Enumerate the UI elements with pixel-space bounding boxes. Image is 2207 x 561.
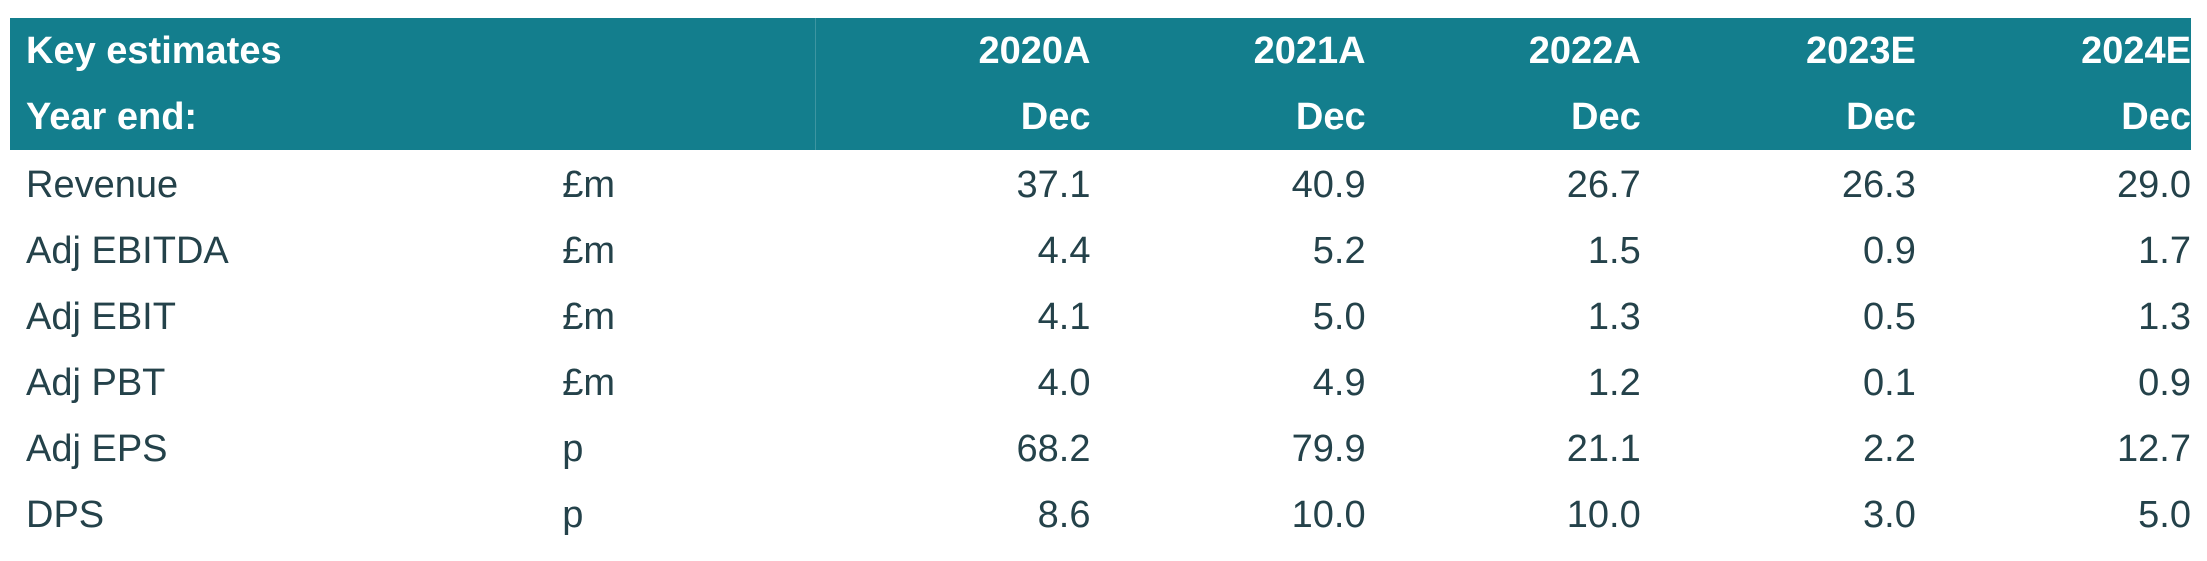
cell-value: 5.0 — [1312, 295, 1366, 338]
cell-value: 4.9 — [1312, 361, 1366, 404]
cell-value: 79.9 — [1291, 427, 1366, 470]
cell-value: 1.2 — [1587, 361, 1641, 404]
cell-value: 2.2 — [1863, 427, 1916, 470]
cell-value: 5.2 — [1312, 229, 1366, 272]
cell-value: 4.0 — [1037, 361, 1091, 404]
row-unit: £m — [562, 229, 616, 272]
cell-value: 40.9 — [1291, 163, 1366, 206]
month-header-2020a: Dec — [814, 84, 1091, 150]
cell-value: 1.7 — [2138, 229, 2191, 272]
cell-value: 0.5 — [1863, 295, 1916, 338]
year-header-2024e: 2024E — [2081, 29, 2191, 72]
cell-value: 0.1 — [1863, 361, 1916, 404]
cell-value: 5.0 — [2138, 493, 2191, 536]
cell-value: 10.0 — [1291, 493, 1366, 536]
year-header-2020a: 2020A — [814, 18, 1091, 84]
cell-value: 4.1 — [1037, 295, 1091, 338]
month-header-2024e: Dec — [2121, 95, 2191, 138]
row-unit: £m — [562, 361, 616, 404]
key-estimates-table: Key estimates 2020A 2021A 2022A 2023E 20… — [10, 18, 2191, 548]
cell-value: 1.5 — [1587, 229, 1641, 272]
year-end-label: Year end: — [26, 95, 198, 138]
cell-value: 8.6 — [1037, 493, 1091, 536]
cell-value: 3.0 — [1863, 493, 1916, 536]
table-row: Adj EBIT £m 4.1 5.0 1.3 0.5 1.3 — [10, 284, 2191, 350]
cell-value: 37.1 — [1016, 163, 1091, 206]
row-unit: p — [562, 427, 584, 470]
table-row: Adj EBITDA £m 4.4 5.2 1.5 0.9 1.7 — [10, 218, 2191, 284]
cell-value: 0.9 — [2138, 361, 2191, 404]
cell-value: 4.4 — [1037, 229, 1091, 272]
row-label: Adj PBT — [26, 361, 166, 404]
row-label: Adj EBIT — [26, 295, 176, 338]
header-row-years: Key estimates 2020A 2021A 2022A 2023E 20… — [10, 18, 2191, 84]
cell-value: 26.3 — [1841, 163, 1916, 206]
cell-value: 26.7 — [1566, 163, 1641, 206]
month-header-2022a: Dec — [1571, 95, 1641, 138]
cell-value: 1.3 — [1587, 295, 1641, 338]
table-row: Revenue £m 37.1 40.9 26.7 26.3 29.0 — [10, 150, 2191, 218]
month-header-2023e: Dec — [1846, 95, 1916, 138]
cell-value: 29.0 — [2117, 163, 2191, 206]
header-row-year-end: Year end: Dec Dec Dec Dec Dec — [10, 84, 2191, 150]
year-header-2023e: 2023E — [1805, 29, 1916, 72]
cell-value: 1.3 — [2138, 295, 2191, 338]
cell-value: 10.0 — [1566, 493, 1641, 536]
row-unit: £m — [562, 295, 616, 338]
row-label: Adj EPS — [26, 427, 168, 470]
table-row: Adj EPS p 68.2 79.9 21.1 2.2 12.7 — [10, 416, 2191, 482]
cell-value: 21.1 — [1566, 427, 1641, 470]
year-header-2022a: 2022A — [1528, 29, 1641, 72]
row-unit: p — [562, 493, 584, 536]
cell-value: 68.2 — [1016, 427, 1091, 470]
cell-value: 12.7 — [2117, 427, 2191, 470]
row-label: Adj EBITDA — [26, 229, 229, 272]
row-label: DPS — [26, 493, 105, 536]
row-label: Revenue — [26, 163, 179, 206]
table-row: DPS p 8.6 10.0 10.0 3.0 5.0 — [10, 482, 2191, 548]
table-row: Adj PBT £m 4.0 4.9 1.2 0.1 0.9 — [10, 350, 2191, 416]
row-unit: £m — [562, 163, 616, 206]
cell-value: 0.9 — [1863, 229, 1916, 272]
key-estimates-table-container: Key estimates 2020A 2021A 2022A 2023E 20… — [10, 18, 2191, 548]
month-header-2021a: Dec — [1295, 95, 1366, 138]
table-title: Key estimates — [26, 29, 282, 72]
year-header-2021a: 2021A — [1253, 29, 1366, 72]
